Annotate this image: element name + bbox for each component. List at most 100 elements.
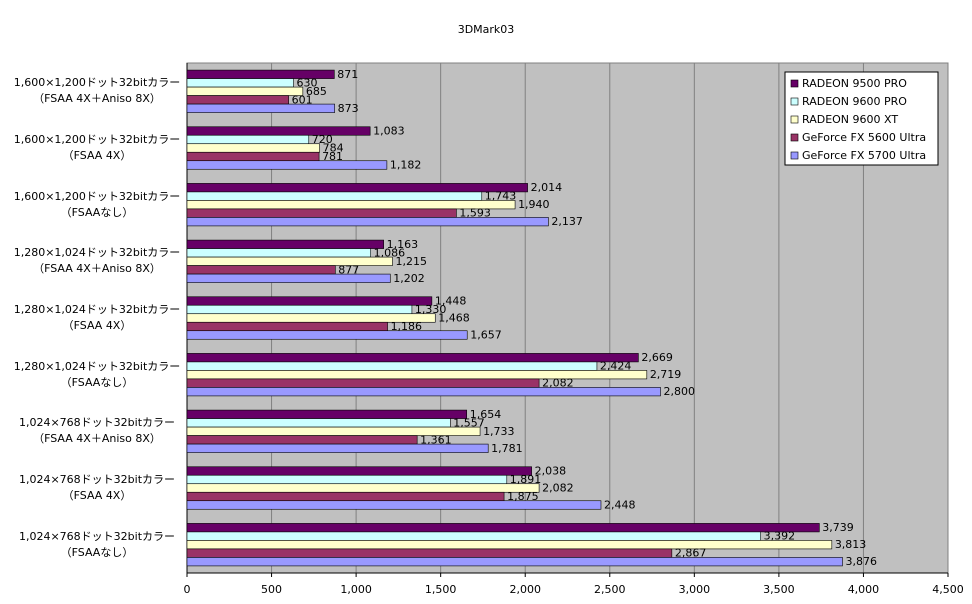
value-label: 2,719 (650, 368, 682, 381)
bar (186, 296, 433, 306)
value-label: 1,202 (393, 272, 425, 285)
bar (186, 483, 540, 493)
y-tick-label: 1,280×1,024ドット32bitカラー （FSAA 4X） (13, 303, 181, 332)
value-label: 1,186 (391, 320, 423, 333)
bar (186, 353, 639, 363)
value-label: 1,361 (420, 433, 452, 446)
value-label: 1,468 (438, 312, 470, 325)
bar (186, 548, 673, 558)
value-label: 873 (338, 102, 359, 115)
bar (186, 474, 508, 485)
x-tick-label: 0 (184, 583, 191, 596)
y-tick-label: 1,600×1,200ドット32bitカラー （FSAA 4X） (13, 133, 181, 162)
bar (186, 265, 336, 275)
value-label: 877 (338, 263, 359, 276)
legend-label: RADEON 9600 PRO (802, 95, 907, 108)
y-tick-label: 1,600×1,200ドット32bitカラー （FSAAなし） (13, 189, 181, 219)
x-tick-label: 2,500 (594, 583, 626, 596)
value-label: 2,082 (542, 377, 574, 390)
y-tick-label: 1,280×1,024ドット32bitカラー （FSAAなし） (13, 359, 181, 389)
y-tick-label: 1,024×768ドット32bitカラー （FSAAなし） (18, 529, 176, 559)
legend-swatch (790, 97, 799, 106)
bar (186, 239, 384, 249)
bar (186, 86, 304, 96)
x-tick-label: 2,000 (509, 583, 541, 596)
bar (186, 418, 451, 428)
value-label: 2,669 (641, 351, 673, 364)
value-label: 1,781 (491, 442, 523, 455)
bar (186, 191, 483, 201)
value-label: 3,392 (764, 530, 796, 543)
bar (186, 78, 294, 88)
value-label: 1,733 (483, 425, 515, 438)
bar (186, 273, 391, 283)
value-label: 1,182 (390, 159, 422, 172)
bar (186, 208, 457, 218)
y-tick-label: 1,024×768ドット32bitカラー （FSAA 4X） (18, 473, 176, 502)
value-label: 3,876 (845, 555, 877, 568)
bar (186, 95, 289, 105)
value-label: 1,557 (453, 416, 485, 429)
bar (186, 217, 549, 227)
bar (186, 435, 418, 445)
value-label: 1,448 (435, 295, 467, 308)
bar (186, 134, 310, 145)
legend-label: RADEON 9500 PRO (802, 77, 907, 90)
x-tick-label: 1,500 (425, 583, 457, 596)
bar (186, 466, 532, 476)
bar (186, 378, 540, 388)
bar (186, 443, 489, 453)
bar (186, 304, 413, 315)
legend-label: GeForce FX 5600 Ultra (802, 131, 926, 144)
value-label: 2,448 (604, 499, 636, 512)
value-label: 2,082 (542, 482, 574, 495)
bar (186, 370, 648, 380)
value-label: 2,038 (535, 465, 567, 478)
bar (186, 523, 820, 533)
value-label: 3,813 (835, 538, 867, 551)
value-label: 2,137 (551, 215, 583, 228)
value-label: 784 (323, 142, 344, 155)
value-label: 1,743 (485, 190, 517, 203)
value-label: 685 (306, 85, 327, 98)
x-tick-label: 4,000 (848, 583, 880, 596)
x-tick-label: 4,500 (932, 583, 964, 596)
x-tick-label: 1,000 (340, 583, 372, 596)
legend-label: GeForce FX 5700 Ultra (802, 149, 926, 162)
y-tick-label: 1,600×1,200ドット32bitカラー （FSAA 4X＋Aniso 8X… (13, 76, 181, 106)
bar (186, 540, 833, 550)
bar (186, 103, 335, 113)
y-tick-label: 1,280×1,024ドット32bitカラー （FSAA 4X＋Aniso 8X… (13, 246, 181, 276)
value-label: 630 (297, 76, 318, 89)
value-label: 720 (312, 133, 333, 146)
legend-swatch (790, 151, 799, 160)
bar (186, 321, 388, 332)
chart-title: 3DMark03 (458, 23, 515, 36)
bar (186, 387, 661, 397)
value-label: 2,014 (531, 181, 563, 194)
value-label: 1,654 (470, 408, 502, 421)
y-tick-label: 1,024×768ドット32bitカラー （FSAA 4X＋Aniso 8X） (18, 416, 176, 446)
bar (186, 361, 598, 371)
value-label: 871 (337, 68, 358, 81)
value-label: 1,891 (510, 473, 542, 486)
value-label: 2,867 (675, 547, 707, 560)
legend-swatch (790, 79, 799, 88)
x-tick-label: 3,500 (763, 583, 795, 596)
bar (186, 160, 388, 170)
bar (186, 500, 602, 510)
bar (186, 330, 468, 340)
value-label: 1,657 (470, 329, 502, 342)
value-label: 781 (322, 150, 343, 163)
legend-label: RADEON 9600 XT (802, 113, 898, 126)
legend-box (784, 71, 939, 166)
value-label: 1,593 (459, 207, 491, 220)
bar (186, 491, 505, 502)
value-label: 601 (292, 93, 313, 106)
value-label: 1,163 (387, 238, 419, 251)
bar (186, 531, 761, 541)
x-tick-label: 500 (261, 583, 282, 596)
value-label: 1,940 (518, 198, 550, 211)
